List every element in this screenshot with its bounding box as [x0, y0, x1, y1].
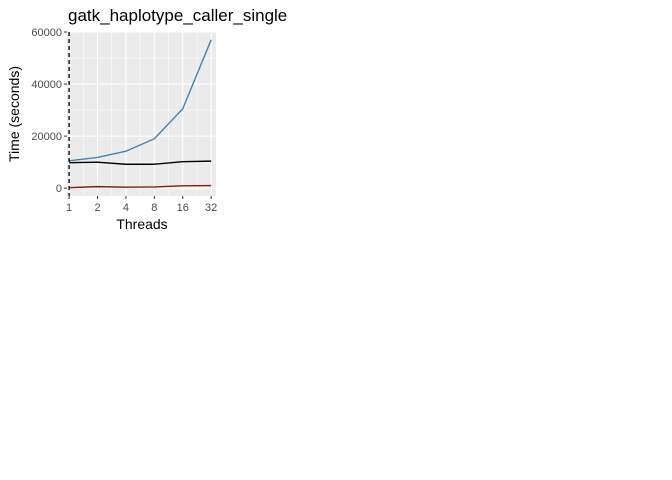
x-tick-label: 16 [177, 202, 189, 214]
chart-title: gatk_haplotype_caller_single [68, 6, 287, 25]
series-line-3 [69, 184, 212, 189]
plot-panel [67, 32, 216, 196]
y-tick-label: 0 [56, 183, 62, 195]
y-tick-label: 20000 [31, 131, 62, 143]
y-axis-label: Time (seconds) [6, 66, 22, 162]
x-tick-label: 4 [123, 202, 129, 214]
x-tick-label: 1 [66, 202, 72, 214]
series-line-1 [69, 39, 212, 162]
grid-minor [67, 32, 216, 196]
x-tick-label: 8 [151, 202, 157, 214]
series-line-2 [69, 160, 212, 165]
x-tick-label: 32 [205, 202, 217, 214]
series-layer [69, 39, 212, 189]
y-tick-label: 40000 [31, 79, 62, 91]
y-axis: 0 20000 40000 60000 [31, 27, 67, 195]
y-tick-label: 60000 [31, 27, 62, 39]
x-axis-label: Threads [116, 216, 167, 232]
x-axis: 1 2 4 8 16 32 [66, 196, 217, 214]
x-tick-label: 2 [94, 202, 100, 214]
